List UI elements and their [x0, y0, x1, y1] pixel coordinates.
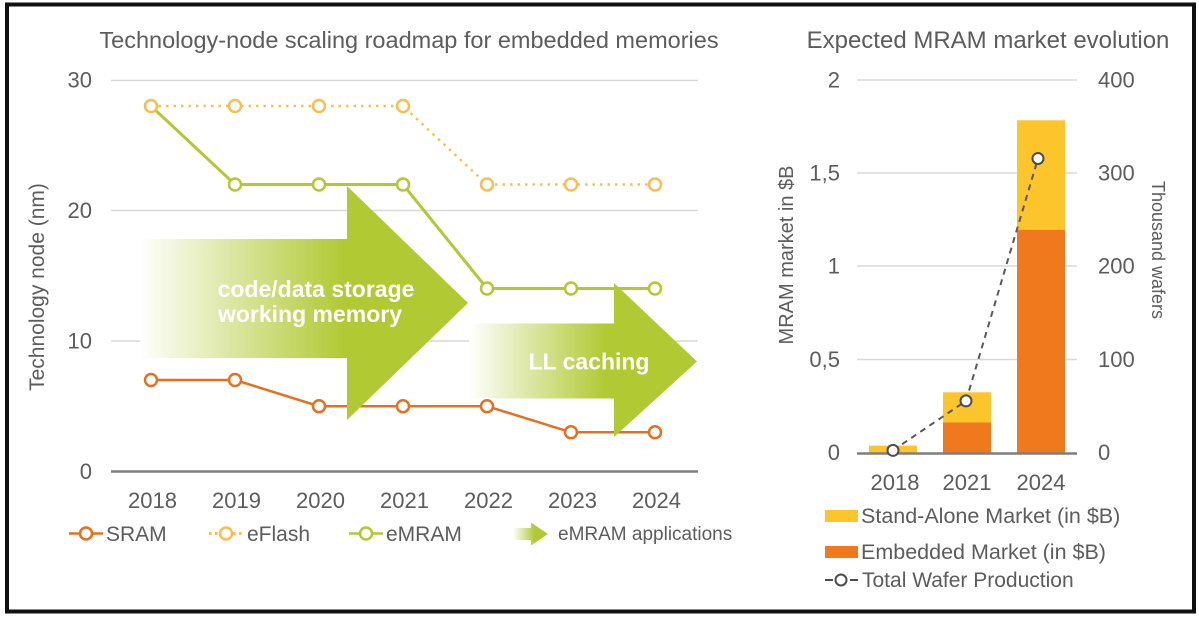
svg-text:200: 200: [1098, 254, 1135, 279]
svg-text:0: 0: [1098, 440, 1110, 465]
svg-text:2020: 2020: [296, 488, 345, 513]
svg-text:400: 400: [1098, 68, 1135, 93]
svg-text:2024: 2024: [1017, 470, 1066, 495]
svg-text:Embedded Market (in $B): Embedded Market (in $B): [861, 540, 1106, 564]
svg-text:Technology node (nm): Technology node (nm): [26, 183, 49, 391]
svg-text:30: 30: [68, 68, 92, 93]
svg-text:2021: 2021: [380, 488, 429, 513]
svg-text:100: 100: [1098, 347, 1135, 372]
svg-text:300: 300: [1098, 161, 1135, 186]
svg-text:code/data storage: code/data storage: [218, 276, 415, 302]
svg-text:Stand-Alone Market (in $B): Stand-Alone Market (in $B): [861, 504, 1120, 528]
svg-text:2019: 2019: [212, 488, 261, 513]
svg-text:eMRAM: eMRAM: [386, 523, 462, 546]
svg-text:LL caching: LL caching: [529, 349, 650, 375]
svg-text:1,5: 1,5: [809, 161, 840, 186]
svg-text:working memory: working memory: [217, 301, 402, 327]
svg-text:Thousand wafers: Thousand wafers: [1148, 181, 1168, 319]
svg-text:0,5: 0,5: [809, 347, 840, 372]
svg-text:SRAM: SRAM: [106, 523, 167, 546]
svg-text:Expected MRAM market evolution: Expected MRAM market evolution: [807, 27, 1170, 54]
svg-text:2: 2: [828, 68, 840, 93]
svg-text:20: 20: [68, 198, 92, 223]
svg-text:2018: 2018: [128, 488, 177, 513]
svg-text:0: 0: [828, 440, 840, 465]
svg-text:2024: 2024: [632, 488, 681, 513]
svg-text:eMRAM applications: eMRAM applications: [558, 524, 732, 545]
svg-text:2018: 2018: [871, 470, 920, 495]
svg-text:10: 10: [68, 329, 92, 354]
svg-text:Total Wafer Production: Total Wafer Production: [862, 569, 1074, 592]
svg-text:2023: 2023: [548, 488, 597, 513]
svg-text:Technology-node scaling roadma: Technology-node scaling roadmap for embe…: [99, 27, 718, 53]
svg-text:0: 0: [80, 459, 92, 484]
svg-text:2022: 2022: [464, 488, 513, 513]
svg-text:eFlash: eFlash: [247, 523, 310, 546]
svg-text:1: 1: [828, 254, 840, 279]
svg-text:MRAM market in $B: MRAM market in $B: [776, 166, 798, 345]
svg-text:2021: 2021: [943, 470, 992, 495]
